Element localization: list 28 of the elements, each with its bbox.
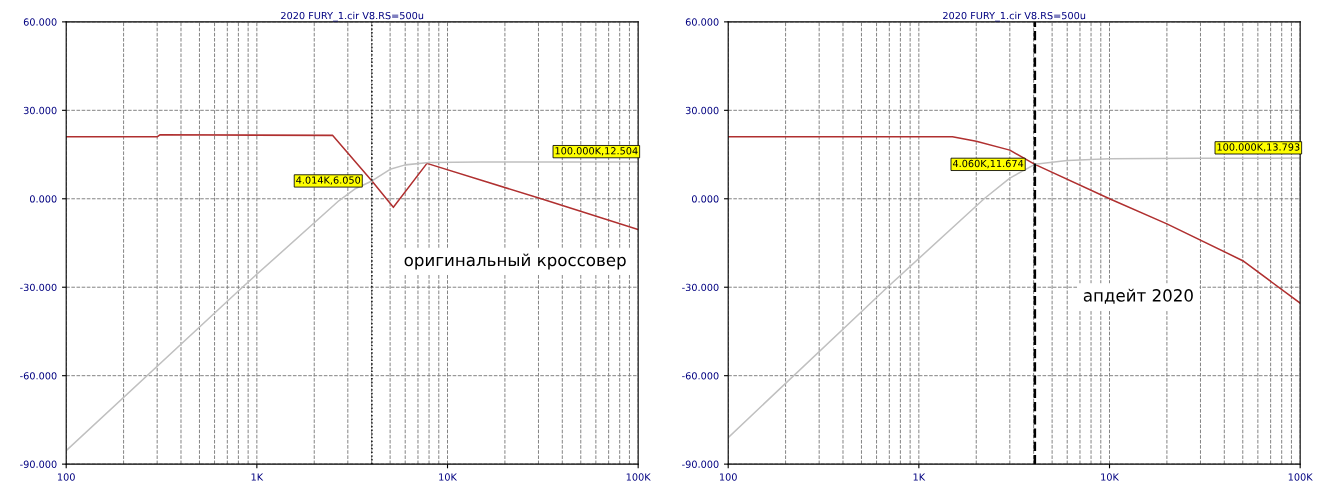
x-tick-label: 100K	[626, 473, 651, 481]
x-tick-label: 10K	[1101, 473, 1120, 481]
annotation: 100.000K,13.793	[1217, 143, 1300, 152]
y-tick-label: 0.000	[29, 195, 57, 203]
annotation: оригинальный кроссовер	[404, 253, 626, 270]
y-tick-label: -60.000	[20, 372, 57, 380]
y-tick-label: 60.000	[685, 18, 719, 26]
y-tick-label: 30.000	[23, 106, 57, 115]
y-tick-label: -30.000	[682, 283, 719, 292]
x-tick-label: 100	[57, 473, 75, 481]
y-tick-label: -90.000	[682, 460, 719, 468]
chart-title: 2020 FURY_1.cir V8.RS=500u	[943, 11, 1086, 22]
y-tick-label: 0.000	[691, 195, 719, 203]
chart-title: 2020 FURY_1.cir V8.RS=500u	[281, 11, 424, 22]
annotation: 4.060K,11.674	[952, 159, 1024, 169]
y-tick-label: 60.000	[23, 18, 57, 26]
annotation: 100.000K,12.504	[555, 147, 638, 156]
x-tick-label: 10K	[439, 473, 458, 481]
x-tick-label: 1K	[251, 473, 264, 481]
x-tick-label: 100	[719, 473, 737, 481]
y-tick-label: -90.000	[20, 460, 57, 468]
y-tick-label: -30.000	[20, 283, 57, 292]
annotation: 4.014K,6.050	[296, 176, 361, 185]
x-tick-label: 100K	[1288, 473, 1313, 481]
annotation: апдейт 2020	[1083, 288, 1193, 304]
y-tick-label: -60.000	[682, 372, 719, 380]
y-tick-label: 30.000	[685, 106, 719, 115]
x-tick-label: 1K	[913, 473, 926, 481]
